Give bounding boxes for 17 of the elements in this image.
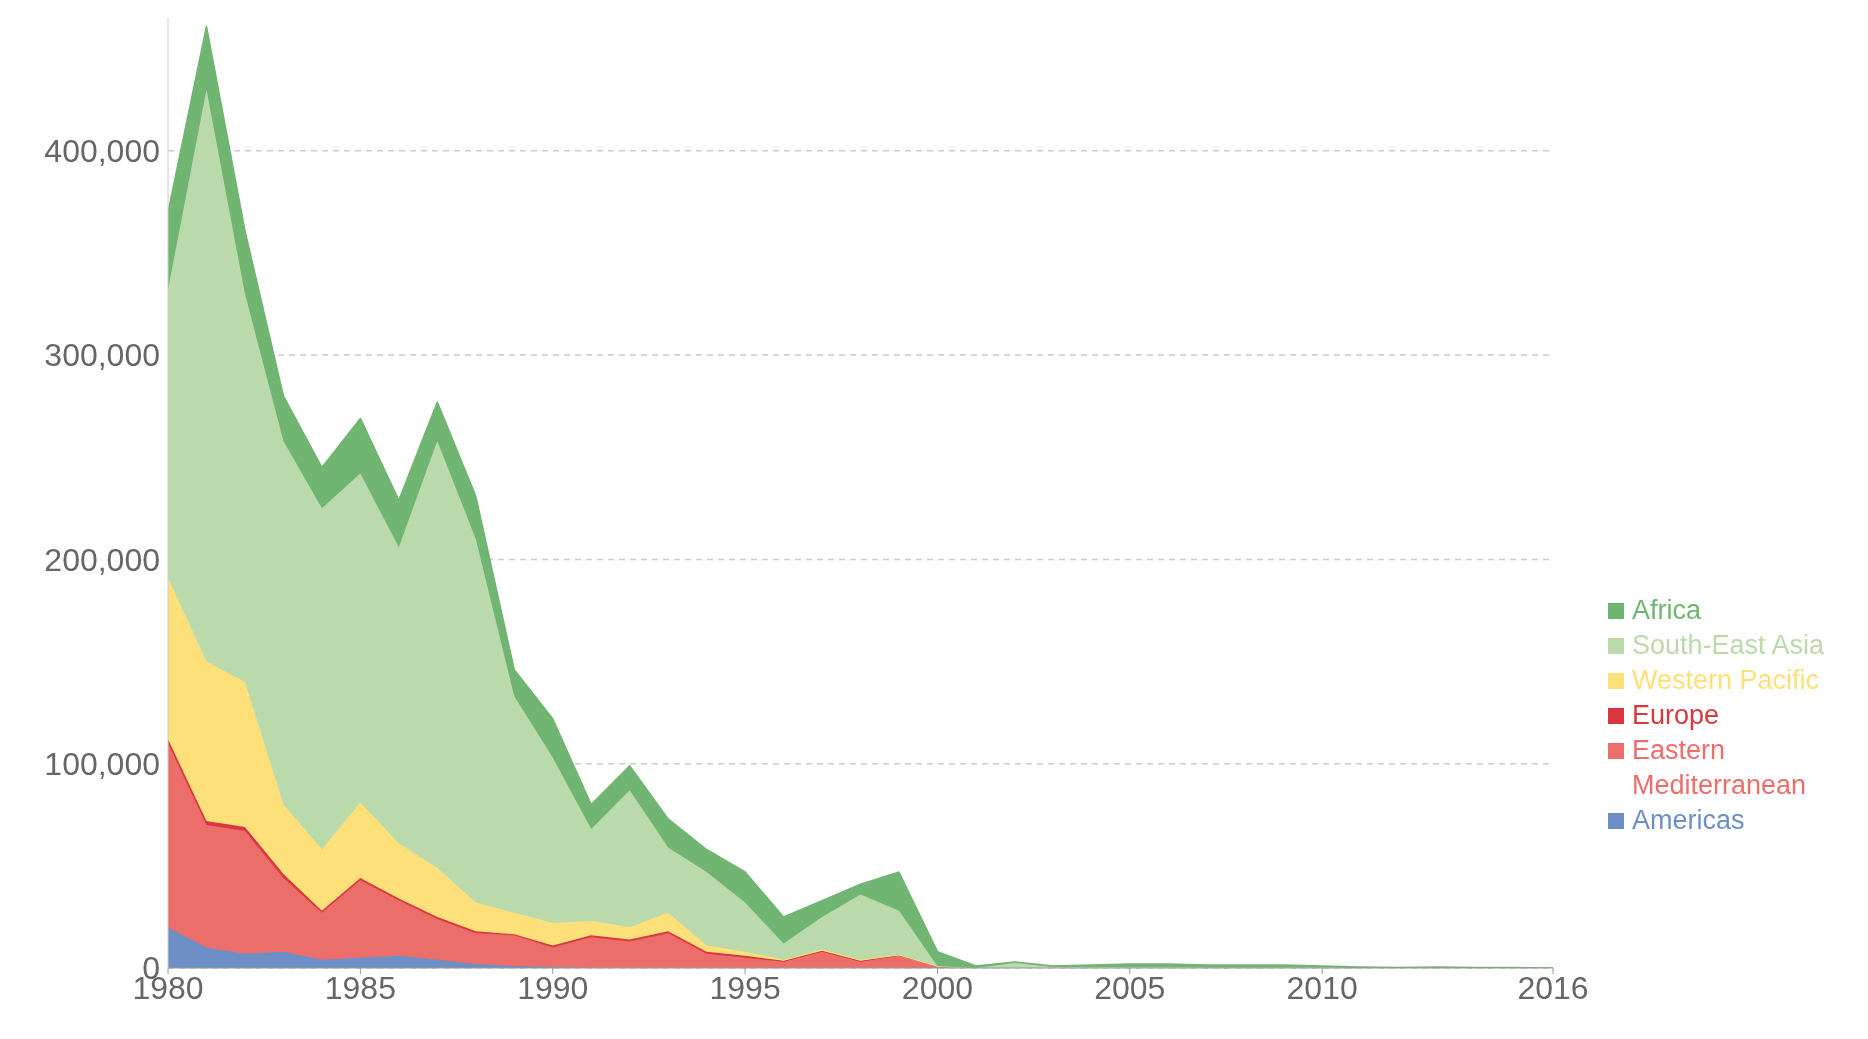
legend-label: Africa: [1632, 594, 1703, 627]
x-tick-label: 2005: [1094, 969, 1166, 1006]
y-tick-label: 300,000: [44, 337, 160, 374]
legend-label: South-East Asia: [1632, 629, 1826, 662]
legend-label: Western Pacific: [1632, 664, 1821, 697]
y-tick-label: 400,000: [44, 133, 160, 170]
x-tick-label: 1990: [517, 969, 589, 1006]
x-tick-label: 2016: [1517, 969, 1589, 1006]
x-tick-label: 2010: [1286, 969, 1358, 1006]
y-tick-label: 100,000: [44, 746, 160, 783]
y-tick-label: 200,000: [44, 541, 160, 578]
x-tick-label: 2000: [901, 969, 974, 1006]
legend-label: Eastern Mediterranean: [1632, 734, 1808, 802]
legend-label: Europe: [1632, 699, 1721, 732]
legend-label: Americas: [1632, 804, 1746, 837]
x-tick-label: 1985: [324, 969, 396, 1006]
x-tick-label: 1995: [709, 969, 781, 1006]
